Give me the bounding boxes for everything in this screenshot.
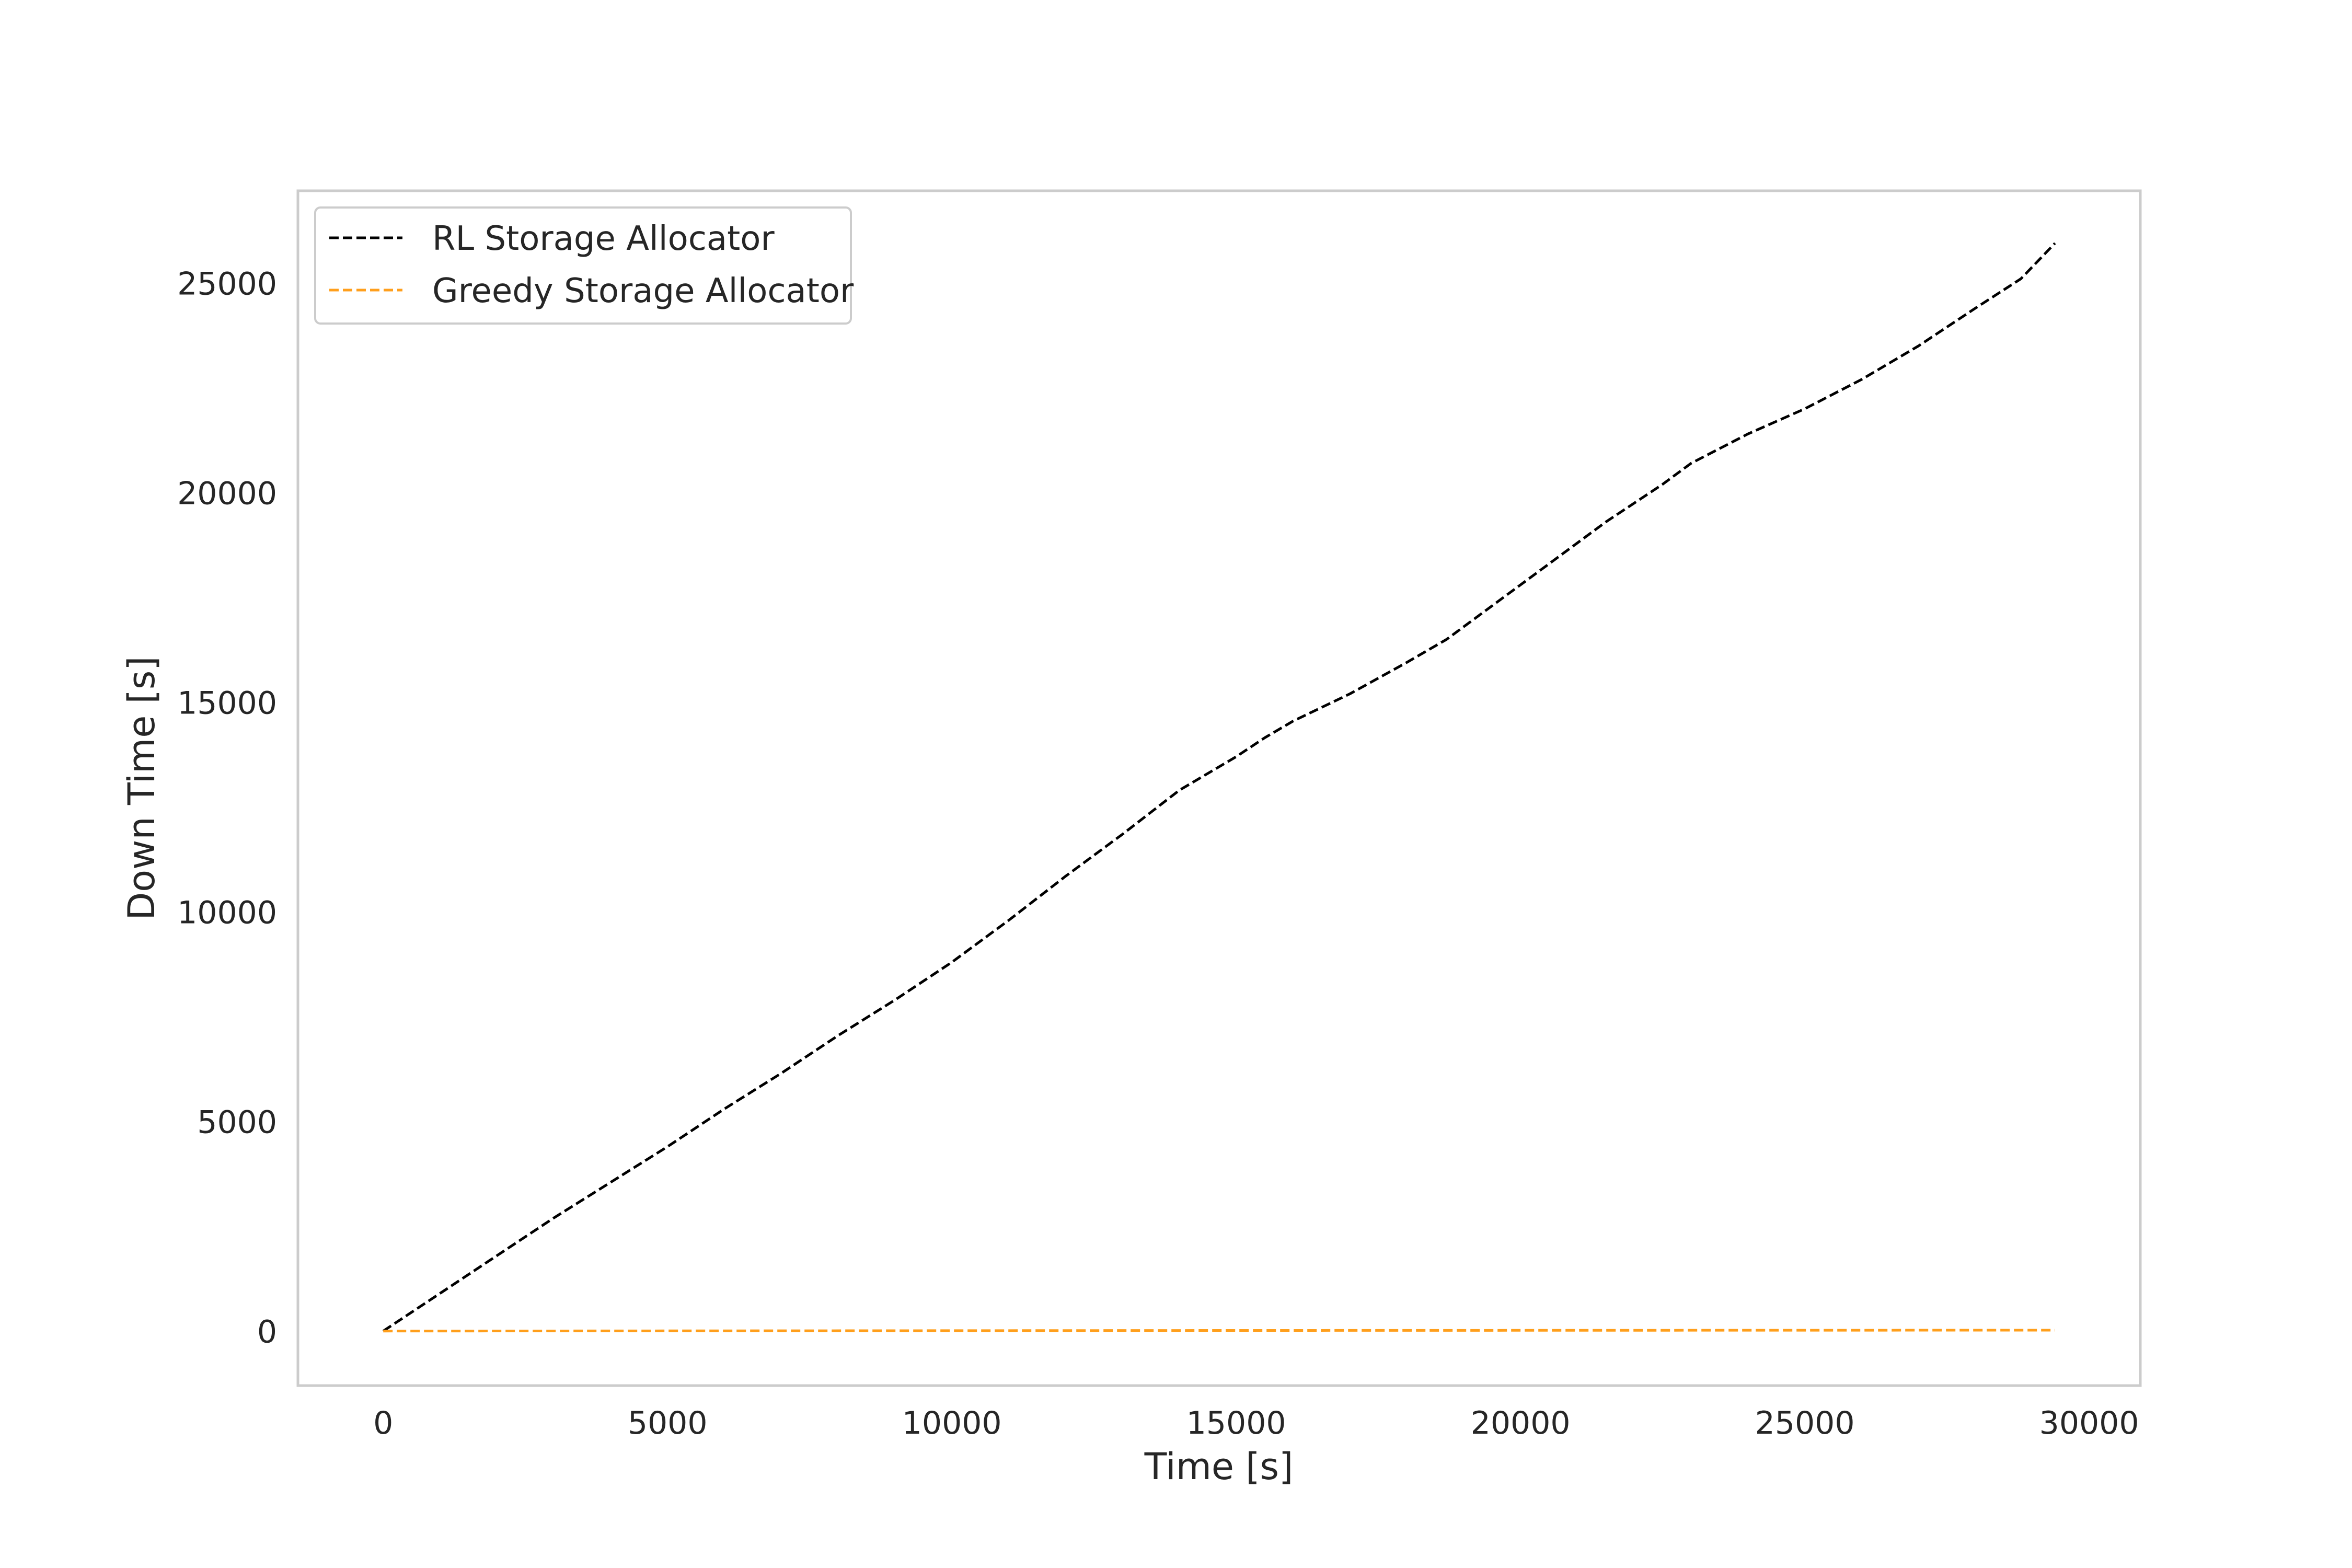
y-tick-label: 10000 — [177, 895, 277, 931]
y-axis-label: Down Time [s] — [120, 656, 163, 920]
y-tick-label: 15000 — [177, 685, 277, 722]
y-axis-ticks: 0 5000 10000 15000 20000 25000 — [177, 266, 277, 1350]
legend-label-greedy-storage-allocator: Greedy Storage Allocator — [432, 272, 854, 310]
x-axis-label: Time [s] — [1144, 1445, 1294, 1488]
y-tick-label: 5000 — [197, 1104, 277, 1141]
x-tick-label: 15000 — [1186, 1405, 1286, 1442]
legend-frame — [314, 206, 852, 325]
series-layer — [382, 242, 2056, 1333]
x-tick-label: 0 — [373, 1405, 393, 1442]
x-tick-label: 5000 — [628, 1405, 708, 1442]
series-line-greedy-storage-allocator — [383, 1329, 2055, 1333]
plot-frame — [296, 189, 2142, 1387]
legend-label-rl-storage-allocator: RL Storage Allocator — [432, 220, 775, 258]
x-tick-label: 30000 — [2039, 1405, 2139, 1442]
x-axis-ticks: 0 5000 10000 15000 20000 25000 30000 — [373, 1405, 2139, 1442]
y-tick-label: 0 — [257, 1314, 277, 1351]
y-tick-label: 20000 — [177, 476, 277, 512]
series-line-rl-storage-allocator — [382, 242, 2056, 1332]
y-tick-label: 25000 — [177, 266, 277, 302]
legend: RL Storage Allocator Greedy Storage Allo… — [314, 206, 854, 325]
x-tick-label: 20000 — [1471, 1405, 1571, 1442]
x-tick-label: 25000 — [1755, 1405, 1855, 1442]
x-tick-label: 10000 — [902, 1405, 1002, 1442]
plot-area — [296, 189, 2142, 1387]
